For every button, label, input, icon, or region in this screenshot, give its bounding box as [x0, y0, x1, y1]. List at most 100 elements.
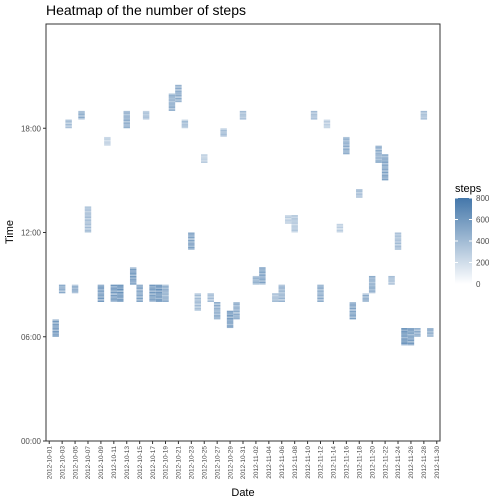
heatmap-cell: [129, 270, 137, 272]
heatmap-cell: [336, 223, 344, 226]
heatmap-cell: [162, 291, 169, 294]
heatmap-cell: [401, 329, 408, 331]
heatmap-cell: [149, 287, 156, 289]
heatmap-cell: [142, 110, 150, 113]
x-tick-label: 2012-11-28: [421, 446, 428, 479]
y-tick-label: 00:00: [21, 437, 42, 446]
heatmap-cell: [239, 115, 247, 117]
heatmap-cell: [284, 215, 292, 217]
heatmap-cell: [117, 284, 124, 287]
heatmap-cell: [375, 151, 382, 153]
heatmap-cell: [155, 290, 163, 292]
heatmap-cell: [317, 300, 324, 302]
heatmap-cell: [323, 126, 331, 129]
heatmap-cell: [317, 293, 324, 295]
heatmap-cell: [162, 294, 169, 297]
heatmap-cell: [104, 142, 111, 145]
heatmap-cell: [356, 189, 363, 191]
heatmap-cell: [381, 167, 389, 169]
heatmap-cell: [123, 118, 130, 120]
heatmap-cell: [84, 216, 92, 219]
heatmap-cell: [226, 320, 234, 323]
heatmap-cell: [117, 290, 124, 292]
heatmap-cell: [168, 96, 176, 98]
heatmap-cell: [97, 286, 105, 288]
heatmap-cell: [401, 339, 408, 342]
heatmap-cell: [129, 274, 137, 276]
heatmap-cell: [71, 291, 79, 294]
heatmap-cell: [123, 115, 130, 117]
heatmap-cell: [233, 316, 240, 318]
heatmap-cell: [52, 328, 59, 330]
heatmap-cell: [381, 176, 389, 178]
heatmap-cell: [394, 242, 402, 245]
heatmap-cell: [97, 297, 105, 300]
heatmap-cell: [272, 293, 279, 295]
heatmap-cell: [168, 94, 176, 97]
heatmap-cell: [149, 293, 156, 295]
heatmap-cell: [97, 290, 105, 292]
heatmap-cell: [323, 119, 331, 122]
heatmap-cell: [226, 317, 234, 320]
heatmap-cell: [278, 290, 285, 292]
heatmap-cell: [168, 93, 176, 95]
heatmap-cell: [188, 246, 195, 249]
heatmap-cell: [136, 290, 143, 292]
heatmap-cell: [188, 244, 195, 246]
heatmap-cell: [117, 300, 124, 302]
heatmap-cell: [220, 128, 227, 130]
heatmap-cell: [414, 332, 421, 334]
heatmap-cell: [149, 284, 156, 287]
heatmap-cell: [84, 218, 92, 220]
heatmap-cell: [71, 287, 79, 289]
heatmap-cell: [201, 158, 208, 161]
heatmap-cell: [420, 115, 428, 117]
x-tick-label: 2012-10-07: [85, 446, 92, 480]
heatmap-cell: [401, 343, 408, 346]
heatmap-cell: [181, 125, 189, 127]
heatmap-cell: [65, 121, 72, 123]
heatmap-cell: [394, 232, 402, 234]
heatmap-cell: [368, 278, 376, 281]
heatmap-cell: [259, 281, 266, 284]
heatmap-cell: [388, 278, 395, 281]
heatmap-cell: [368, 281, 376, 284]
heatmap-cell: [65, 122, 72, 124]
heatmap-cell: [407, 339, 415, 342]
heatmap-cell: [427, 328, 434, 330]
heatmap-cell: [65, 126, 72, 129]
heatmap-cell: [336, 231, 344, 233]
heatmap-cell: [162, 286, 169, 288]
heatmap-cell: [381, 173, 389, 175]
heatmap-cell: [259, 273, 266, 275]
heatmap-cell: [252, 275, 260, 278]
heatmap-cell: [368, 277, 376, 279]
heatmap-cell: [317, 296, 324, 298]
heatmap-cell: [414, 328, 421, 330]
heatmap-cell: [226, 323, 234, 326]
heatmap-cell: [381, 170, 389, 172]
heatmap-cell: [252, 281, 260, 284]
x-tick-label: 2012-10-05: [72, 446, 79, 480]
heatmap-cell: [414, 335, 421, 337]
legend-ticks: 0 200 400 600 800: [455, 194, 490, 289]
heatmap-cell: [356, 194, 363, 197]
heatmap-cell: [149, 299, 156, 301]
heatmap-cell: [78, 113, 85, 116]
heatmap-cell: [278, 284, 285, 287]
heatmap-cell: [162, 284, 169, 287]
heatmap-cell: [188, 232, 195, 234]
heatmap-cell: [278, 293, 285, 295]
heatmap-cell: [84, 225, 92, 227]
heatmap-cell: [84, 209, 92, 211]
heatmap-cell: [233, 315, 240, 317]
heatmap-cell: [414, 330, 421, 333]
heatmap-cell: [97, 291, 105, 294]
heatmap-cell: [84, 207, 92, 210]
heatmap-cell: [278, 287, 285, 289]
heatmap-cell: [97, 299, 105, 301]
heatmap-cell: [168, 102, 176, 104]
heatmap-cell: [349, 302, 357, 304]
heatmap-cell: [104, 144, 111, 146]
